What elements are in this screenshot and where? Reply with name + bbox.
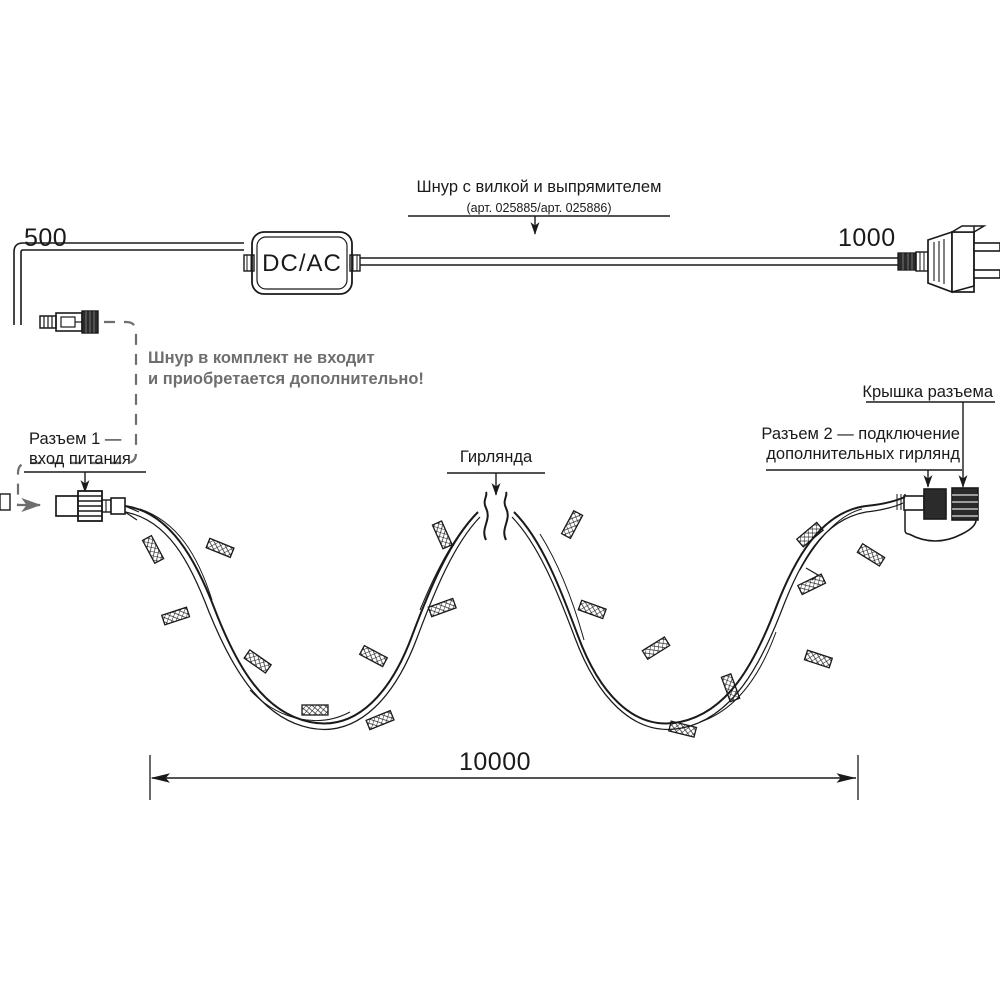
label-cord-title: Шнур с вилкой и выпрямителем [416, 178, 662, 196]
label-connector2-line2: дополнительных гирлянд [766, 445, 960, 463]
label-connector1-line2: вход питания [29, 450, 131, 468]
connector2-callout-leader [766, 469, 962, 488]
dimension-right-cord: 1000 [838, 224, 896, 252]
right-cord-wire [360, 257, 900, 266]
cable-connector-male [39, 310, 99, 334]
note-cord-not-included-line2: и приобретается дополнительно! [148, 370, 424, 388]
label-connector2-line1: Разъем 2 — подключение [761, 425, 960, 443]
garland-callout-leader [447, 472, 545, 496]
break-symbol [483, 491, 509, 541]
optional-cord-dashed-path [16, 320, 138, 513]
connector-1-power-input [55, 490, 126, 522]
connector-2-extension-output [0, 487, 979, 542]
left-cord-wire [13, 242, 244, 325]
power-cord-assembly [13, 225, 1000, 334]
label-garland: Гирлянда [459, 448, 533, 466]
label-connector-cap: Крышка разъема [862, 383, 993, 401]
dimension-garland-length: 10000 [458, 748, 532, 776]
label-adapter-box: DC/AC [262, 250, 342, 277]
connector1-callout-leader [24, 471, 146, 493]
label-connector1-line1: Разъем 1 — [29, 430, 122, 448]
cord-callout-leader [408, 215, 670, 235]
label-cord-article: (арт. 025885/арт. 025886) [466, 201, 612, 215]
led-garland-string [124, 496, 906, 738]
garland-dimension-line [149, 755, 859, 800]
connector-cap-callout-leader [866, 401, 995, 488]
eu-power-plug [897, 225, 1000, 294]
dc-ac-adapter-box [243, 231, 361, 295]
note-cord-not-included-line1: Шнур в комплект не входит [148, 349, 375, 367]
dimension-left-cord: 500 [24, 224, 68, 252]
